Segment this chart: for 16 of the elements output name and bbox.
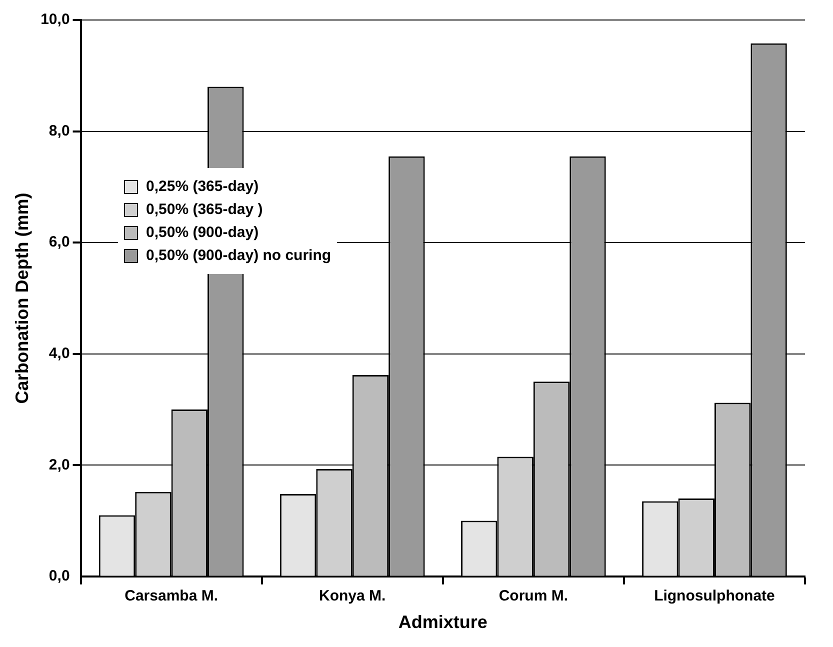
legend-label: 0,50% (900-day) xyxy=(146,224,259,241)
y-tick-label: 8,0 xyxy=(48,122,70,140)
y-tick-label: 6,0 xyxy=(48,234,70,251)
legend-label: 0,25% (365-day) xyxy=(146,178,259,195)
x-tick-label: Carsamba M. xyxy=(124,588,218,605)
x-tick-label: Lignosulphonate xyxy=(654,588,775,605)
y-axis-title: Carbonation Depth (mm) xyxy=(12,192,32,404)
y-tick-label: 4,0 xyxy=(48,344,70,362)
y-tick-label: 0,0 xyxy=(48,568,70,585)
y-tick-label: 2,0 xyxy=(48,456,70,474)
x-axis-title: Admixture xyxy=(398,612,488,632)
legend-label: 0,50% (900-day) no curing xyxy=(146,247,332,264)
legend-label: 0,50% (365-day ) xyxy=(146,201,263,218)
y-tick-label: 10,0 xyxy=(40,11,70,28)
x-tick-label: Corum M. xyxy=(498,588,568,605)
x-tick-label: Konya M. xyxy=(319,588,386,605)
